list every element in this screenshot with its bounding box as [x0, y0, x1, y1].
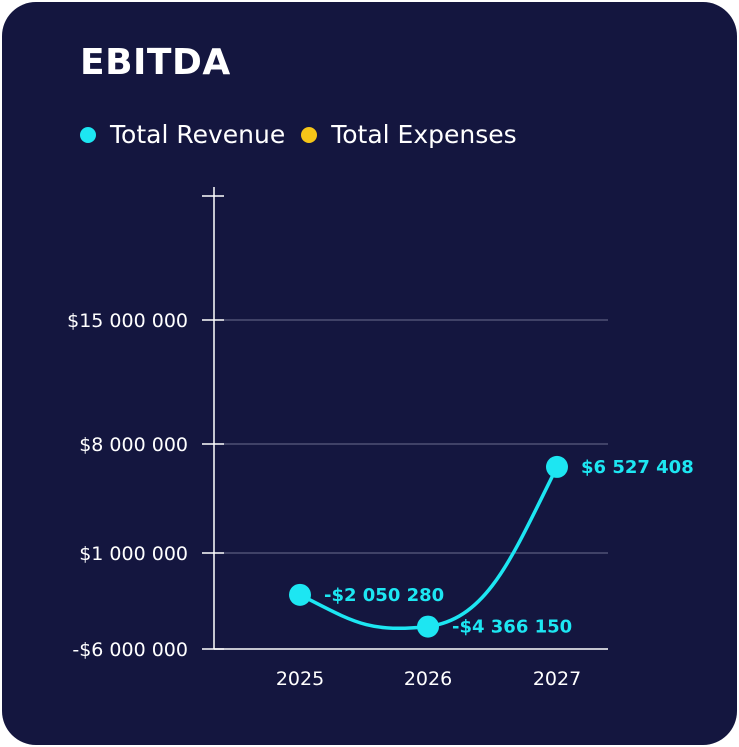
data-point [289, 583, 311, 606]
legend-item-total-expenses[interactable]: Total Expenses [301, 120, 517, 149]
x-tick-label: 2025 [276, 668, 324, 690]
legend-item-total-revenue[interactable]: Total Revenue [80, 120, 285, 149]
legend-label-expenses: Total Expenses [331, 120, 517, 149]
data-label: $6 527 408 [581, 457, 694, 478]
x-tick-label: 2026 [404, 668, 452, 690]
y-tick-label: $1 000 000 [79, 543, 188, 565]
data-point [417, 615, 439, 638]
data-label: -$4 366 150 [452, 617, 572, 638]
series-line-total-revenue [298, 465, 559, 631]
x-tick-label: 2027 [533, 668, 581, 690]
y-tick-label: $8 000 000 [79, 434, 188, 456]
data-label: -$2 050 280 [324, 585, 444, 606]
legend-label-revenue: Total Revenue [110, 120, 286, 149]
legend-dot-expenses [301, 126, 318, 143]
data-point [546, 455, 568, 478]
y-tick-label: -$6 000 000 [72, 639, 188, 661]
y-tick-label: $15 000 000 [67, 310, 188, 332]
legend-dot-revenue [80, 126, 96, 143]
chart-title: EBITDA [80, 42, 231, 83]
chart-legend: Total Revenue Total Expenses [80, 120, 533, 149]
